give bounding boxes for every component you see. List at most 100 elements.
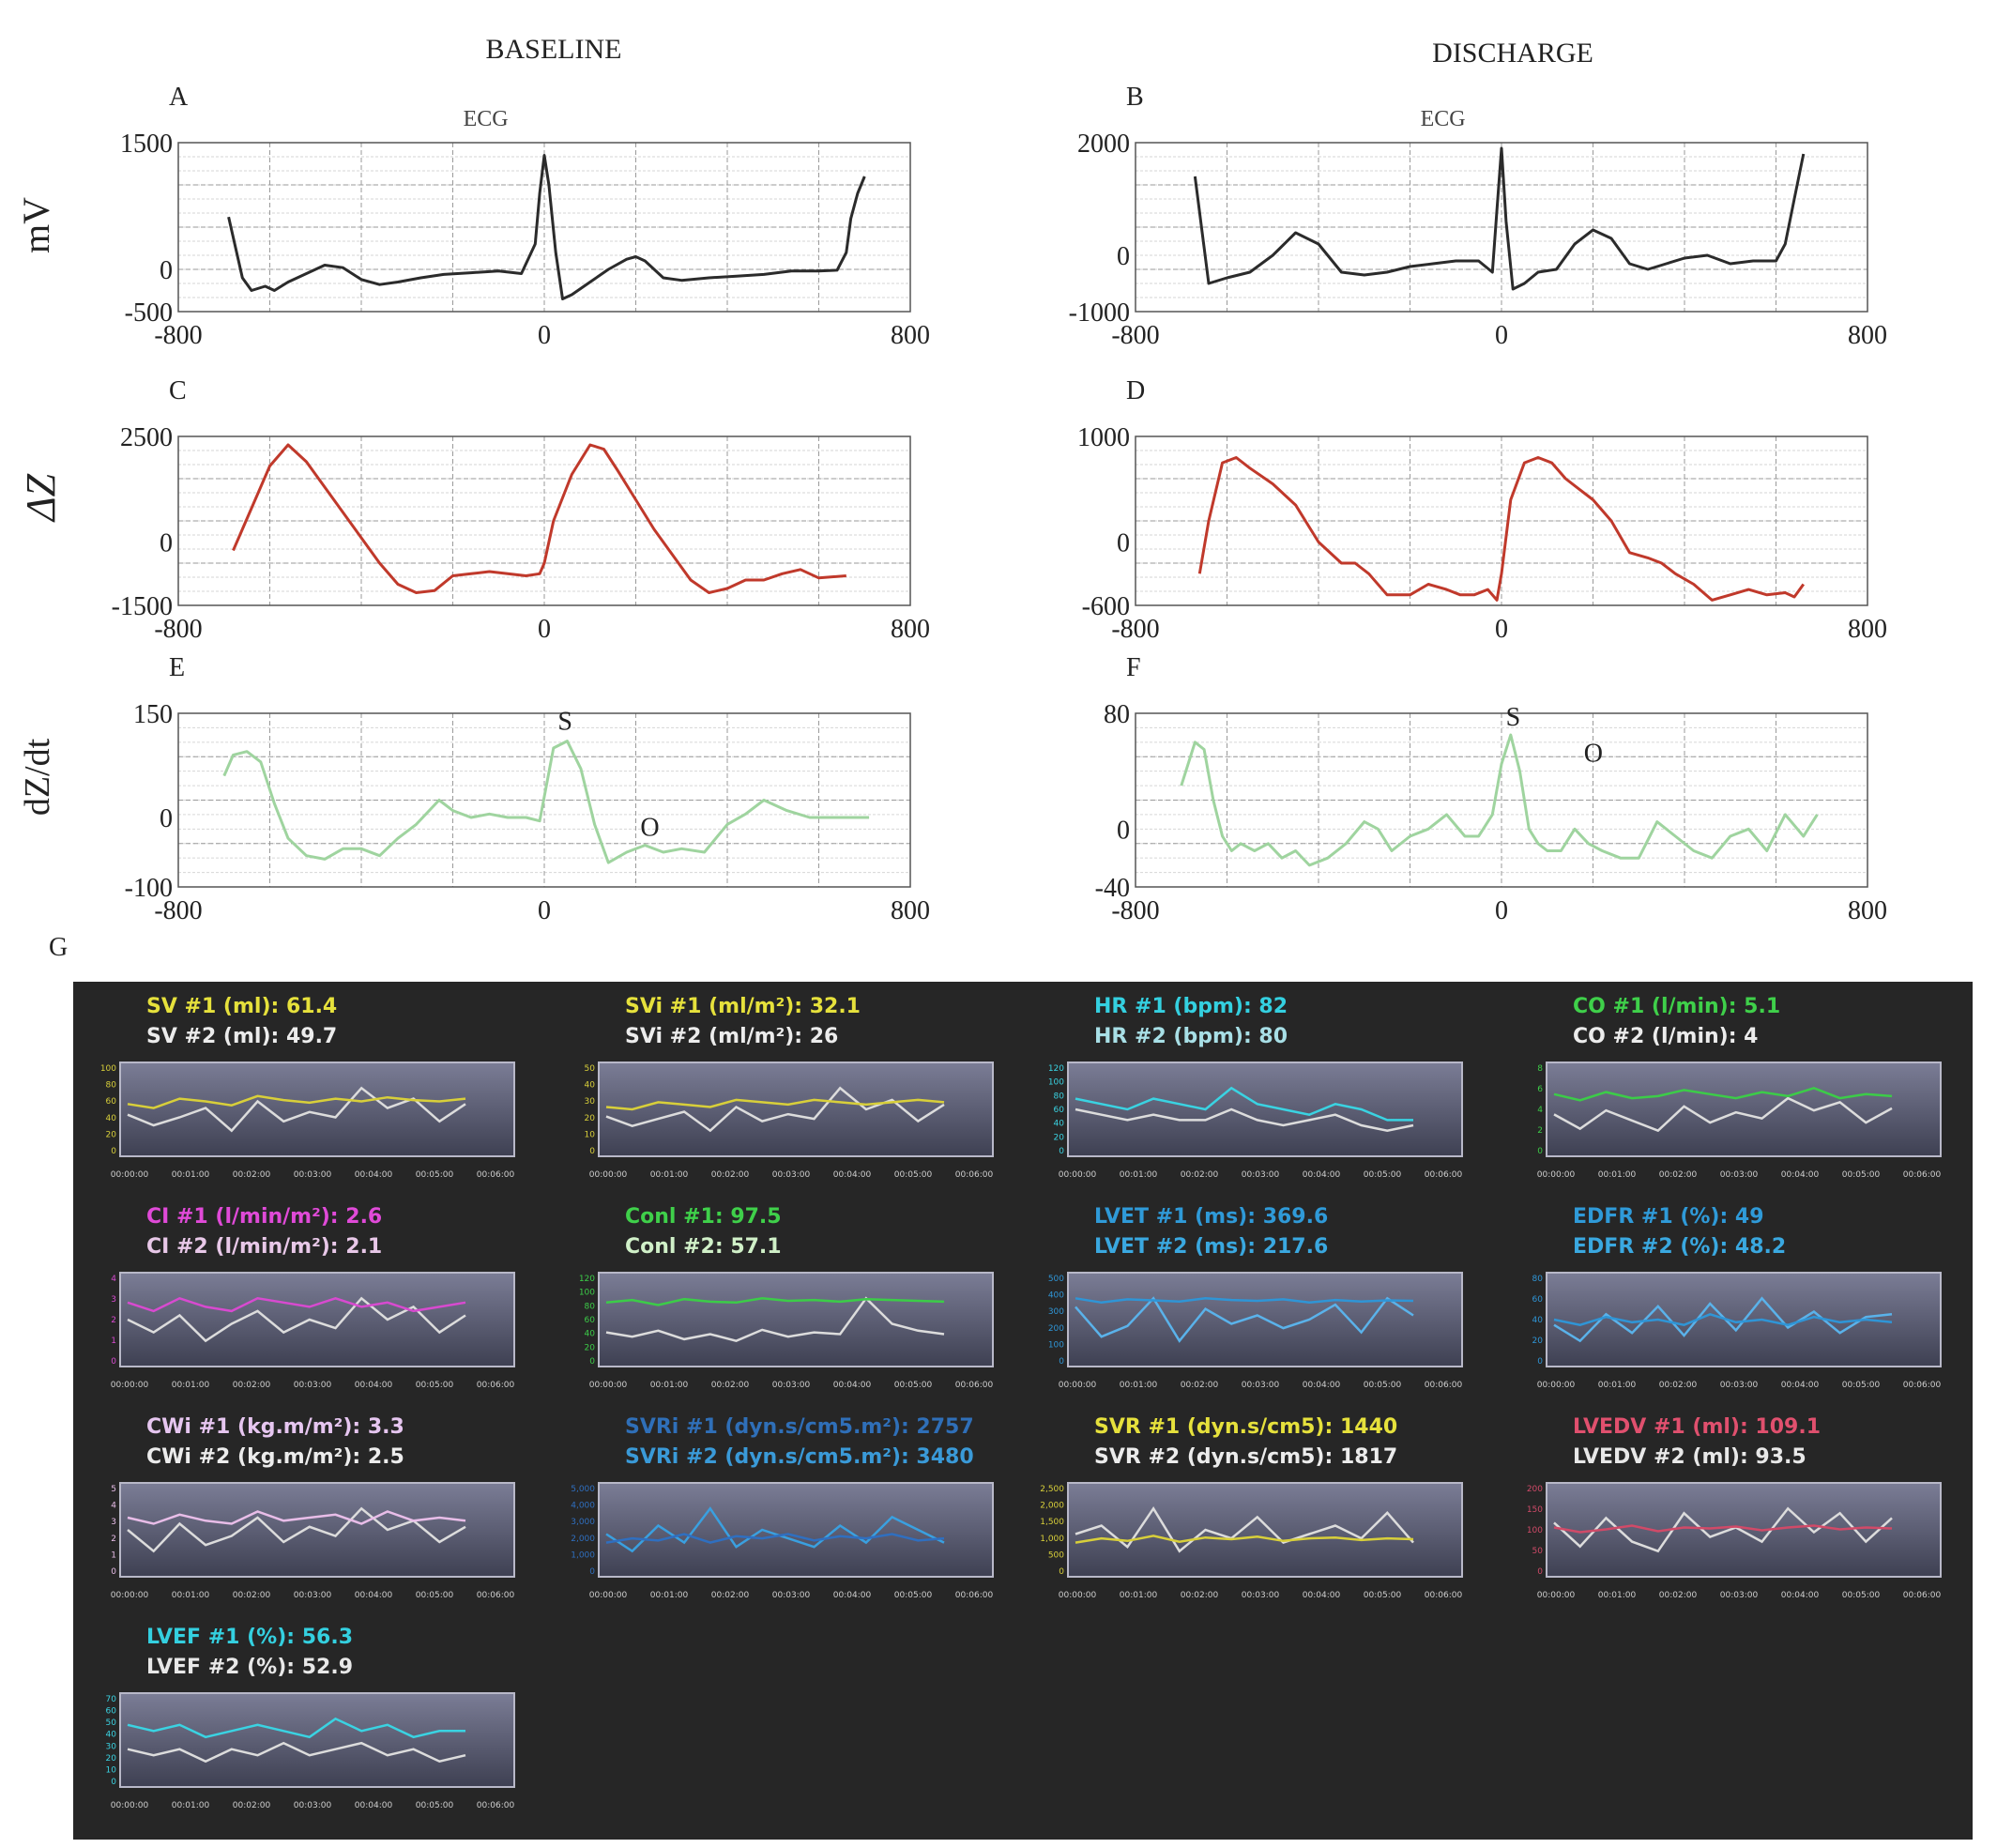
mini-x-tick: 00:02:00: [233, 1801, 271, 1810]
mini-chart-label-1: SV #1 (ml): 61.4: [146, 995, 338, 1018]
series-line-f: [1180, 733, 1819, 867]
mini-x-tick: 00:03:00: [294, 1170, 332, 1180]
chart-title: ECG: [464, 107, 509, 131]
mini-series-1: [605, 1297, 945, 1306]
mini-x-tick: 00:00:00: [111, 1381, 149, 1390]
mini-chart-plot: 200 150 100 50 0 00:00:00 00:01:00 00:02:00 00:0…: [1527, 1482, 1942, 1600]
mini-chart: LVEDV #1 (ml): 109.1 LVEDV #2 (ml): 93.5 2…: [1500, 1410, 1950, 1682]
chart-a: A ECG 1500 0 -500-800 0 800: [120, 83, 930, 350]
mini-y-tick: 2,500: [1040, 1485, 1064, 1494]
panel-letter: B: [1126, 83, 1144, 112]
mini-y-tick: 0: [1059, 1147, 1064, 1156]
mini-x-tick: 00:01:00: [650, 1591, 689, 1600]
mini-x-tick: 00:03:00: [772, 1591, 811, 1600]
mini-series-1: [127, 1510, 466, 1525]
mini-x-tick: 00:05:00: [1842, 1170, 1881, 1180]
mini-chart-label-2: SV #2 (ml): 49.7: [146, 1025, 338, 1048]
mini-x-tick: 00:03:00: [1720, 1591, 1759, 1600]
plot-frame: [177, 435, 911, 606]
mini-chart-plot: 80 60 40 20 0 00:00:00 00:01:00 00:02:00 00:03:0…: [1532, 1272, 1942, 1390]
mini-y-tick: 0: [1537, 1357, 1543, 1367]
y-tick-label: -500: [125, 298, 173, 328]
mini-series-1: [1553, 1086, 1893, 1102]
mini-chart-label-1: CO #1 (l/min): 5.1: [1573, 995, 1781, 1018]
mini-series-1: [605, 1533, 945, 1544]
x-tick-label: 0: [1495, 321, 1508, 350]
mini-y-tick: 100: [1048, 1340, 1064, 1350]
mini-y-tick: 2,000: [571, 1535, 595, 1544]
mini-x-tick: 00:00:00: [1537, 1170, 1576, 1180]
mini-chart-plot: 5 4 3 2 1 0 00:00:00 00:01:00 00:02:00 00:03:00 00…: [111, 1482, 515, 1600]
mini-chart-label-2: EDFR #2 (%): 48.2: [1573, 1235, 1787, 1259]
mini-y-tick: 8: [1537, 1064, 1543, 1074]
x-tick-label: 800: [1848, 896, 1887, 925]
mini-y-tick: 2: [111, 1316, 116, 1325]
y-tick-label: -1000: [1069, 298, 1130, 328]
mini-y-tick: 60: [106, 1707, 117, 1717]
mini-y-tick: 0: [1537, 1147, 1543, 1156]
mini-y-tick: 60: [106, 1097, 117, 1107]
mini-x-tick: 00:04:00: [1781, 1591, 1820, 1600]
mini-y-tick: 60: [585, 1316, 596, 1325]
mini-x-tick: 00:04:00: [1781, 1170, 1820, 1180]
mini-x-tick: 00:01:00: [1120, 1381, 1158, 1390]
mini-x-tick: 00:04:00: [833, 1170, 872, 1180]
mini-chart-plot: 2,500 2,000 1,500 1,000 500 0 00:00:00 00:01:00…: [1040, 1482, 1463, 1600]
mini-y-tick: 4: [111, 1275, 116, 1284]
mini-chart-label-1: Conl #1: 97.5: [625, 1205, 782, 1229]
mini-chart: SVRi #1 (dyn.s/cm5.m²): 2757 SVRi #2 (dyn…: [552, 1410, 1002, 1682]
panel-letter: F: [1126, 653, 1141, 682]
mini-y-tick: 0: [111, 1147, 116, 1156]
mini-x-tick: 00:00:00: [1059, 1381, 1097, 1390]
mini-y-tick: 3,000: [571, 1518, 595, 1527]
mini-x-tick: 00:02:00: [233, 1591, 271, 1600]
mini-x-tick: 00:03:00: [1242, 1381, 1280, 1390]
y-tick-label: 0: [1117, 529, 1130, 558]
y-tick-label: 2000: [1077, 130, 1130, 159]
mini-x-tick: 00:04:00: [1303, 1381, 1341, 1390]
mini-series-1: [1075, 1535, 1414, 1544]
mini-plot-area: [119, 1061, 515, 1157]
mini-x-tick: 00:04:00: [1781, 1381, 1820, 1390]
mini-y-tick: 0: [111, 1357, 116, 1367]
y-tick-label: -1500: [112, 592, 173, 621]
mini-series-1: [1553, 1312, 1893, 1327]
annotation-f-s: S: [1506, 703, 1521, 732]
mini-series-1: [1553, 1524, 1893, 1534]
monitoring-dashboard-panel: SV #1 (ml): 61.4 SV #2 (ml): 49.7 100 80 60 4…: [73, 982, 1973, 1840]
mini-chart-label-1: HR #1 (bpm): 82: [1094, 995, 1288, 1018]
mini-x-tick: 00:06:00: [1425, 1381, 1463, 1390]
x-tick-label: 0: [1495, 896, 1508, 925]
mini-y-tick: 20: [1532, 1336, 1544, 1346]
mini-y-tick: 0: [589, 1567, 595, 1577]
panel-letter: C: [169, 376, 187, 405]
mini-y-tick: 120: [579, 1275, 595, 1284]
y-tick-label: 0: [160, 529, 173, 558]
mini-chart-plot: 120 100 80 60 40 20 0 00:00:00 00:01:00 00:02:00 0…: [579, 1272, 994, 1390]
mini-x-tick: 00:06:00: [1425, 1170, 1463, 1180]
mini-y-tick: 50: [585, 1064, 596, 1074]
x-tick-label: 0: [538, 321, 551, 350]
mini-y-tick: 150: [1527, 1505, 1543, 1515]
mini-x-tick: 00:03:00: [772, 1381, 811, 1390]
mini-y-tick: 0: [1059, 1357, 1064, 1367]
mini-x-tick: 00:00:00: [1059, 1170, 1097, 1180]
mini-x-tick: 00:06:00: [1903, 1381, 1942, 1390]
mini-x-tick: 00:02:00: [233, 1381, 271, 1390]
baseline-discharge-figure: BASELINE DISCHARGE mV ΔZ dZ/dt G A ECG 150…: [15, 34, 1887, 962]
mini-x-tick: 00:04:00: [1303, 1591, 1341, 1600]
mini-x-tick: 00:03:00: [1720, 1381, 1759, 1390]
mini-x-tick: 00:03:00: [294, 1801, 332, 1810]
mini-y-tick: 5: [111, 1485, 116, 1494]
mini-x-tick: 00:01:00: [172, 1170, 210, 1180]
series-line-d: [1197, 456, 1806, 602]
mini-x-tick: 00:06:00: [955, 1381, 994, 1390]
mini-chart-label-2: LVET #2 (ms): 217.6: [1094, 1235, 1329, 1259]
mini-y-tick: 1: [111, 1336, 116, 1346]
mini-y-tick: 40: [585, 1330, 596, 1339]
x-tick-label: -800: [1111, 896, 1159, 925]
mini-plot-area: [598, 1272, 994, 1367]
mini-chart: LVEF #1 (%): 56.3 LVEF #2 (%): 52.9 70 60 50…: [73, 1620, 524, 1840]
mini-plot-area: [598, 1482, 994, 1578]
